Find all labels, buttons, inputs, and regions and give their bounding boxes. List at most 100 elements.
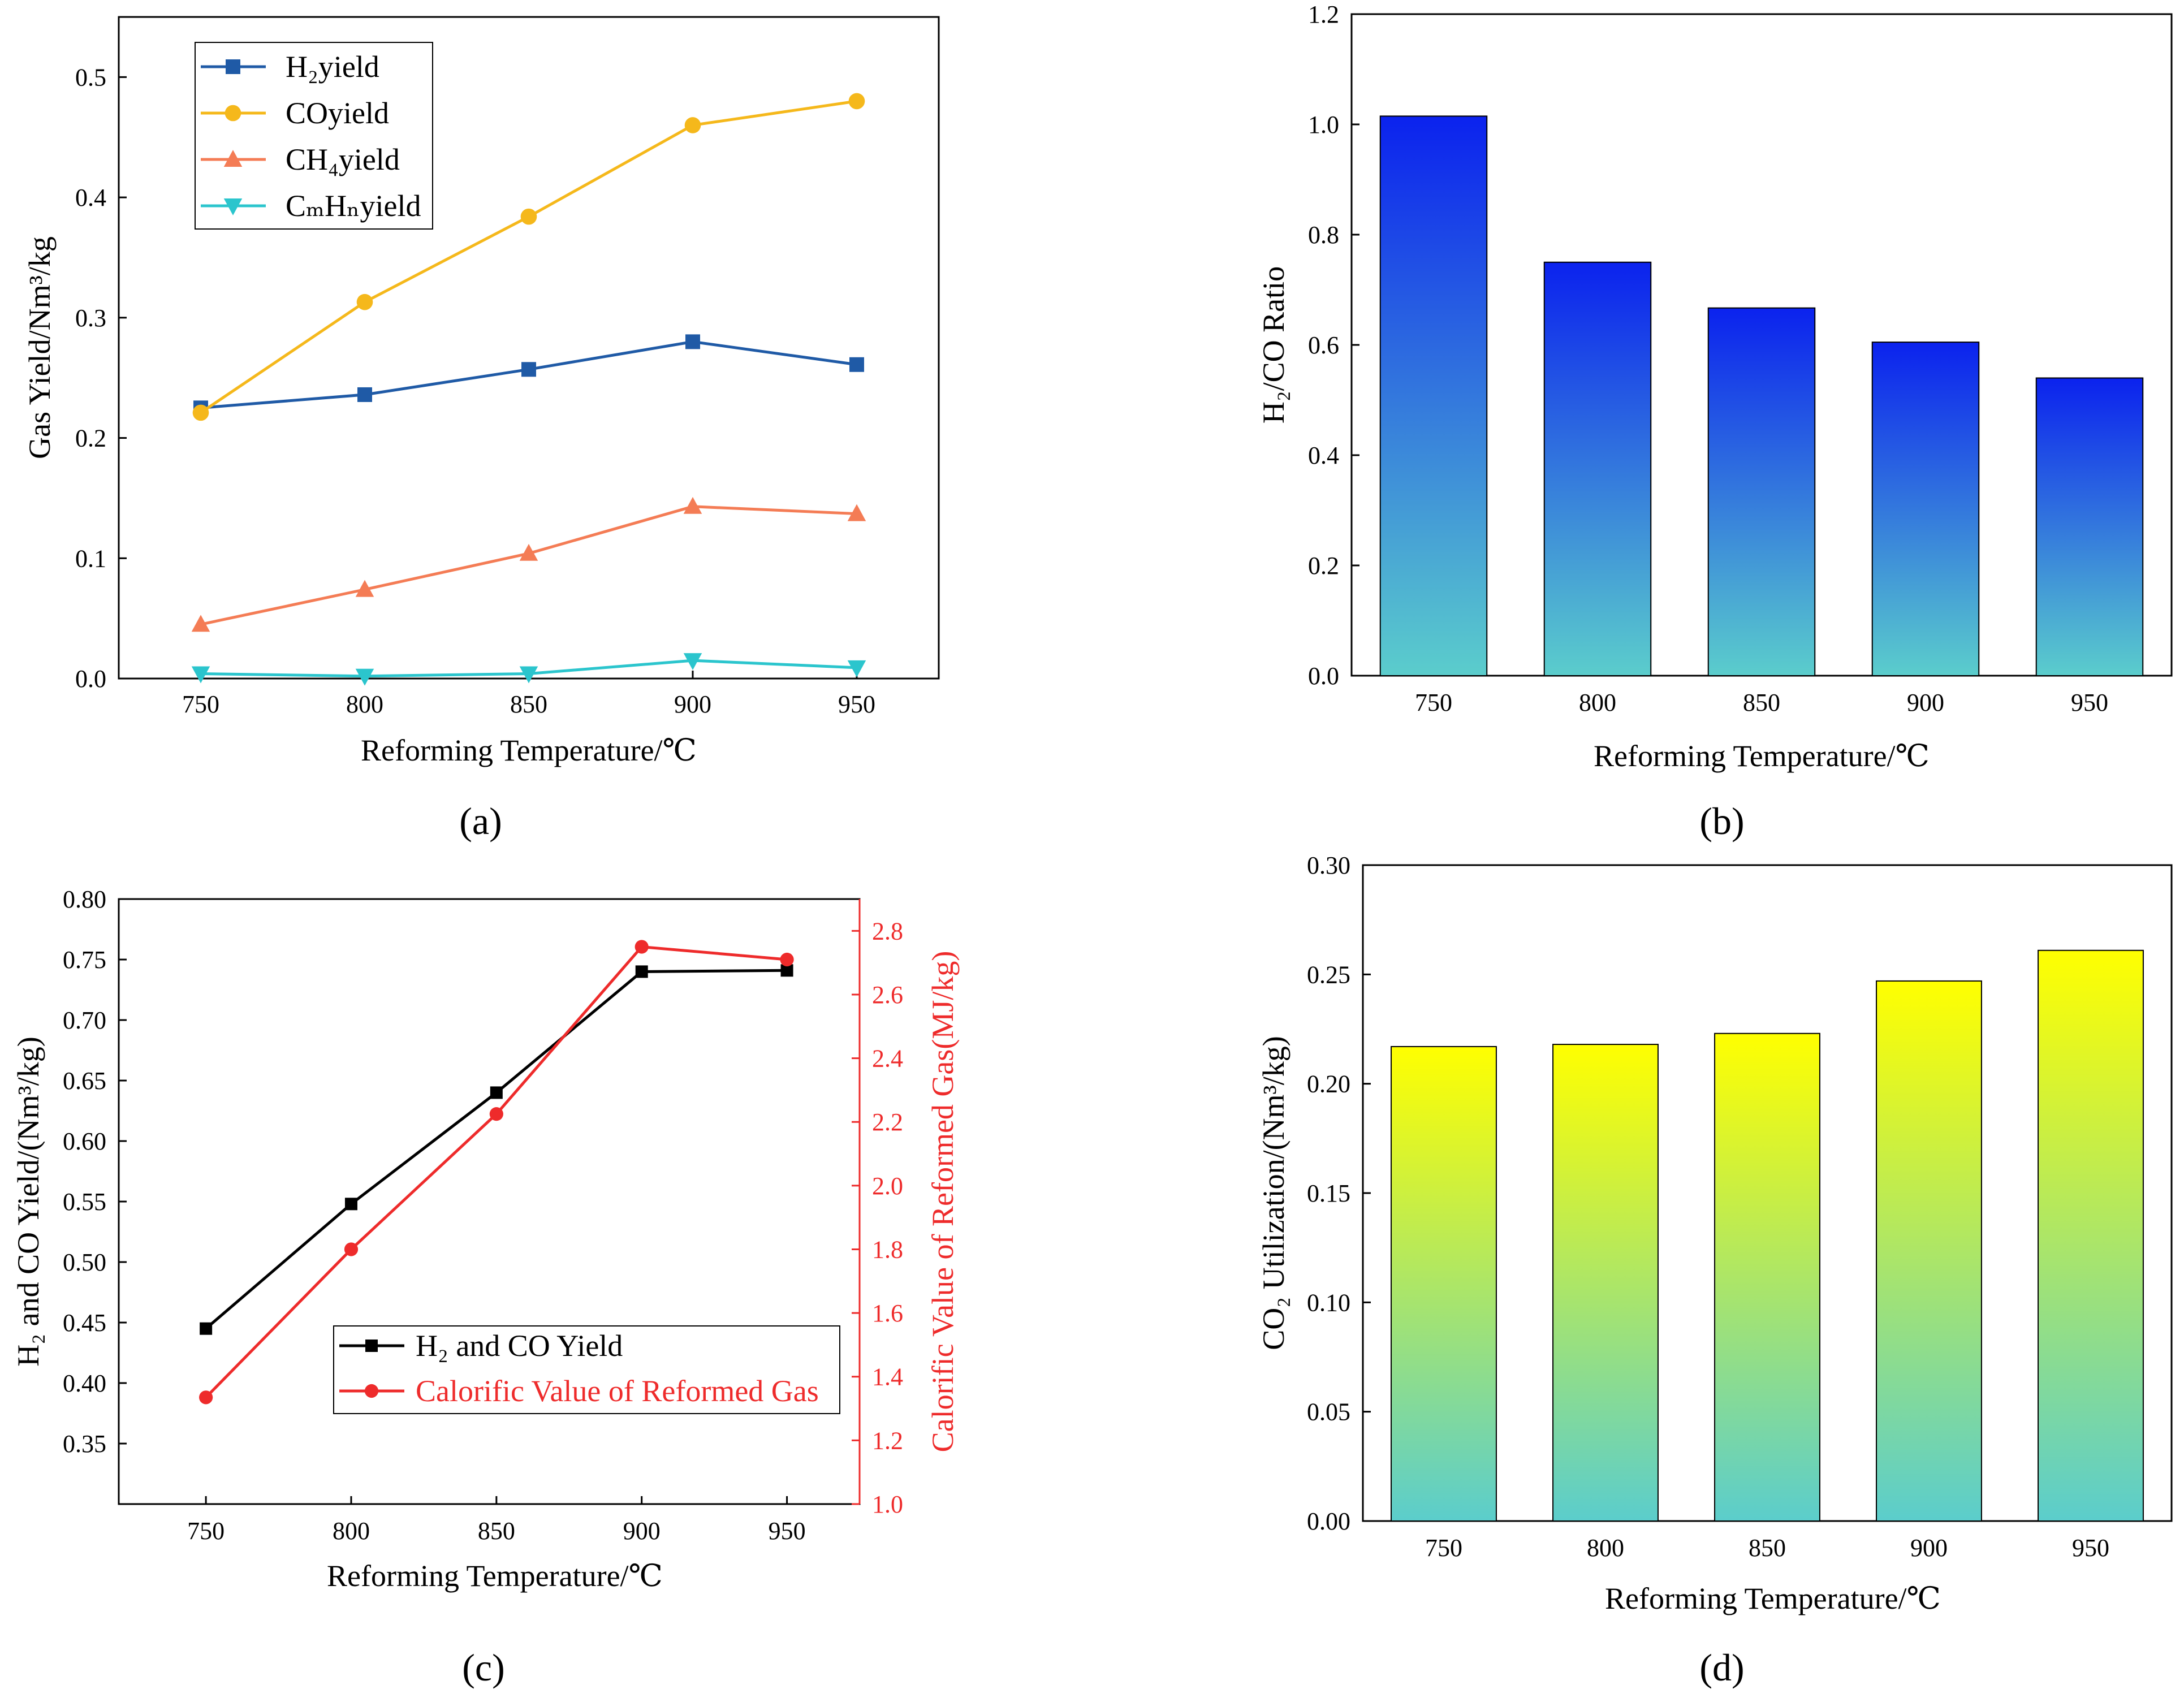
panel-b-xtick-label: 750 xyxy=(1415,689,1452,716)
panel-b-xtick-label: 950 xyxy=(2071,689,2108,716)
panel-d-bar-1 xyxy=(1552,1044,1659,1522)
panel-a-xtick-label: 800 xyxy=(346,690,383,718)
panel-d-ytick-label: 0.15 xyxy=(1307,1179,1350,1207)
panel-d-xtick-label: 900 xyxy=(1910,1534,1948,1562)
panel-a-point-s0-4 xyxy=(849,357,864,372)
panel-b-ytick-label: 1.0 xyxy=(1308,111,1339,139)
panel-b-xtick-label: 800 xyxy=(1579,689,1616,716)
panel-b-bar-2 xyxy=(1707,307,1816,676)
panel-c-xtick-label: 800 xyxy=(333,1517,370,1545)
panel-d-xlabel: Reforming Temperature/℃ xyxy=(1605,1582,1941,1615)
panel-d-chart: 0.00 0.05 0.10 0.15 0.20 0.25 0.30 750 800 850 900… xyxy=(1257,852,2173,1689)
panel-c-point-s1-2 xyxy=(489,1107,503,1121)
panel-d-xtick-label: 750 xyxy=(1425,1534,1462,1562)
panel-c-legend-box xyxy=(333,1325,840,1414)
panel-d-ytick-label: 0.25 xyxy=(1307,961,1350,988)
panel-a-point-s1-3 xyxy=(684,117,701,133)
panel-b-ytick-label: 0.8 xyxy=(1308,221,1339,249)
panel-c-point-s0-1 xyxy=(344,1198,357,1211)
panel-d-xtick-label: 950 xyxy=(2072,1534,2109,1562)
panel-a-point-s3-1 xyxy=(355,668,374,686)
panel-c-y2label: Calorific Value of Reformed Gas(MJ/kg) xyxy=(926,951,960,1453)
panel-a-legend-label-2: CH₄yield xyxy=(286,142,400,176)
panel-c-ytick-label: 0.35 xyxy=(63,1430,106,1458)
panel-c-point-s0-2 xyxy=(490,1086,503,1099)
panel-c-point-s1-0 xyxy=(199,1390,213,1405)
panel-a-ytick-label: 0.1 xyxy=(75,545,106,572)
panel-a-xlabel: Reforming Temperature/℃ xyxy=(361,733,697,767)
panel-a-legend-label-0: H₂yield xyxy=(286,50,379,84)
panel-c-chart: 0.35 0.40 0.45 0.50 0.55 0.60 0.65 0.70 0.75 0.80… xyxy=(11,885,960,1689)
panel-a-legend-marker-3 xyxy=(223,198,243,215)
panel-b-ytick-label: 0.2 xyxy=(1308,552,1339,580)
panel-c-xtick-label: 750 xyxy=(187,1517,225,1545)
panel-c-y2tick-label: 2.4 xyxy=(872,1045,903,1073)
panel-d-ytick-label: 0.20 xyxy=(1307,1070,1350,1098)
panel-a-point-s2-1 xyxy=(355,580,374,597)
panel-c-ytick-label: 0.50 xyxy=(63,1248,106,1276)
panel-c-point-s1-3 xyxy=(635,940,649,954)
panel-a-legend-marker-2 xyxy=(223,150,243,167)
panel-c-point-s0-3 xyxy=(635,965,648,978)
panel-c-legend: H₂ and CO Yield Calorific Value of Reform… xyxy=(333,1325,840,1414)
panel-b-ytick-label: 1.2 xyxy=(1308,1,1339,28)
panel-c-xtick-label: 850 xyxy=(478,1517,515,1545)
panel-a-point-s3-3 xyxy=(683,653,702,670)
panel-a-ytick-label: 0.3 xyxy=(75,304,106,332)
panel-c-legend-label-1: Calorific Value of Reformed Gas xyxy=(416,1374,819,1408)
panel-c-ytick-label: 0.80 xyxy=(63,885,106,913)
panel-c-ytick-label: 0.65 xyxy=(63,1067,106,1095)
panel-a-point-s1-1 xyxy=(356,293,373,310)
panel-d-ytick-label: 0.05 xyxy=(1307,1398,1350,1426)
panel-a-point-s0-1 xyxy=(357,387,372,402)
panel-a-point-s1-4 xyxy=(848,93,865,110)
panel-a-xtick-label: 750 xyxy=(182,690,219,718)
panel-c-y2tick-label: 2.2 xyxy=(872,1108,903,1136)
panel-c-label: (c) xyxy=(462,1646,504,1689)
panel-d-ytick-label: 0.30 xyxy=(1307,852,1350,879)
panel-a-legend-label-1: COyield xyxy=(286,96,389,130)
panel-c-y2tick-label: 1.6 xyxy=(872,1299,903,1327)
panel-c-xlabel: Reforming Temperature/℃ xyxy=(327,1559,663,1593)
panel-a-legend-marker-0 xyxy=(226,59,240,74)
panel-c-legend-marker-1 xyxy=(364,1384,379,1398)
panel-b-ytick-label: 0.0 xyxy=(1308,662,1339,690)
panel-a-legend-marker-1 xyxy=(225,105,241,122)
panel-a-ytick-label: 0.0 xyxy=(75,665,106,693)
panel-b-xlabel: Reforming Temperature/℃ xyxy=(1594,739,1930,773)
panel-d-bar-4 xyxy=(2038,949,2144,1522)
panel-a-ytick-label: 0.2 xyxy=(75,425,106,452)
panel-d-ytick-label: 0.10 xyxy=(1307,1289,1350,1316)
panel-b-ytick-label: 0.6 xyxy=(1308,331,1339,359)
panel-d-ytick-label: 0.00 xyxy=(1307,1507,1350,1535)
panel-c-point-s0-4 xyxy=(780,964,793,977)
panel-b-chart: 0.0 0.2 0.4 0.6 0.8 1.0 1.2 750 800 850 900 950 Ref… xyxy=(1257,1,2173,842)
panel-a-series-line-2 xyxy=(200,505,857,626)
panel-c-ytick-label: 0.55 xyxy=(63,1188,106,1216)
panel-d-label: (d) xyxy=(1699,1646,1744,1689)
panel-b-bar-4 xyxy=(2035,377,2144,676)
panel-a-xtick-label: 850 xyxy=(510,690,547,718)
panel-a-legend: H₂yield COyield CH₄yield CₘHₙyield xyxy=(195,42,433,230)
panel-c-ytick-label: 0.45 xyxy=(63,1309,106,1337)
panel-a-chart: 0.0 0.1 0.2 0.3 0.4 0.5 750 800 850 900 950 Reform… xyxy=(23,16,940,842)
panel-a-point-s1-2 xyxy=(520,208,537,225)
panel-c-legend-label-0: H₂ and CO Yield xyxy=(416,1329,623,1363)
panel-a-ytick-label: 0.5 xyxy=(75,63,106,91)
panel-c-ytick-label: 0.40 xyxy=(63,1369,106,1397)
panel-b-label: (b) xyxy=(1699,800,1744,842)
panel-a-point-s2-2 xyxy=(519,543,538,561)
panel-c-point-s0-0 xyxy=(200,1322,213,1335)
panel-c-series-line-0 xyxy=(205,969,787,1330)
panel-c-xtick-label: 900 xyxy=(623,1517,661,1545)
panel-a-point-s2-3 xyxy=(683,496,702,514)
panel-c-y2tick-label: 2.8 xyxy=(872,917,903,945)
panel-d-ylabel: CO₂ Utilization/(Nm³/kg) xyxy=(1257,1036,1290,1350)
panel-a-label: (a) xyxy=(459,800,502,842)
panel-b-bar-3 xyxy=(1871,342,1980,676)
panel-d-bar-2 xyxy=(1714,1032,1820,1522)
panel-c-xtick-label: 950 xyxy=(769,1517,806,1545)
panel-c-ylabel: H₂ and CO Yield/(Nm³/kg) xyxy=(11,1036,45,1366)
panel-a-point-s3-2 xyxy=(519,666,538,684)
